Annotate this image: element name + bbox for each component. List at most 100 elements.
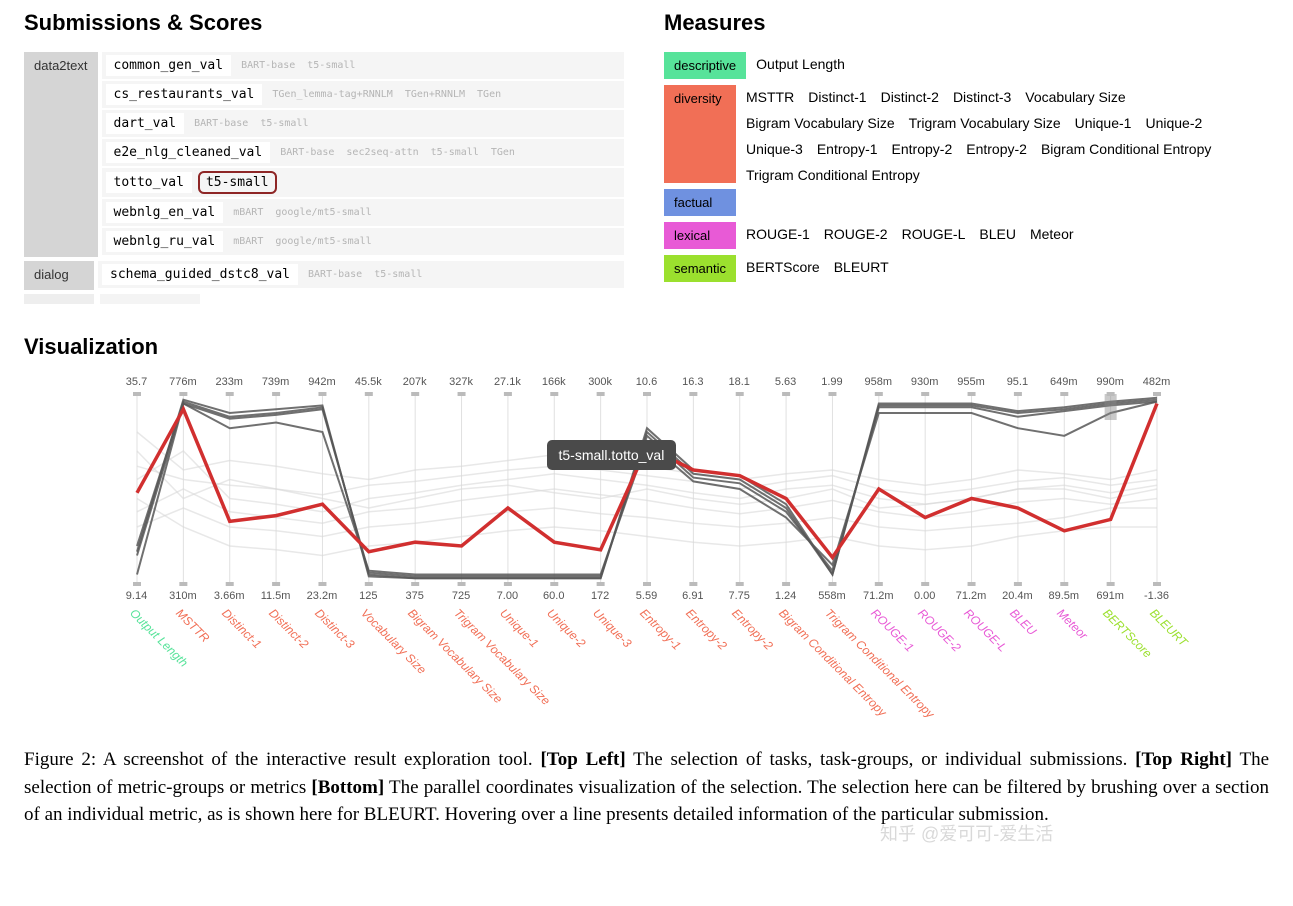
parallel-coordinates-chart[interactable]: 35.7776m233m739m942m45.5k207k327k27.1k16…: [117, 376, 1177, 716]
axis-label[interactable]: MSTTR: [173, 606, 212, 645]
axis-label[interactable]: Unique-2: [544, 606, 588, 650]
dataset-row[interactable]: e2e_nlg_cleaned_val BART-base sec2seq-attn…: [102, 139, 625, 168]
model-tag[interactable]: BART-base: [237, 58, 299, 73]
dataset-name[interactable]: webnlg_ru_val: [106, 231, 224, 252]
axis-min: 7.00: [485, 590, 529, 602]
model-tag[interactable]: t5-small: [256, 116, 312, 131]
measure-group-semantic[interactable]: semantic: [664, 255, 736, 282]
axis-label[interactable]: ROUGE-2: [915, 606, 964, 655]
model-tag[interactable]: t5-small: [198, 171, 277, 194]
dataset-row[interactable]: webnlg_en_val mBART google/mt5-small: [102, 199, 625, 228]
axis-min: 691m: [1088, 590, 1132, 602]
model-tag[interactable]: BART-base: [276, 145, 338, 160]
task-group-data2text[interactable]: data2text: [24, 52, 98, 257]
model-tag[interactable]: TGen: [473, 87, 505, 102]
dataset-name[interactable]: schema_guided_dstc8_val: [102, 264, 298, 285]
axis-min: 11.5m: [254, 590, 298, 602]
axis-label[interactable]: Distinct-3: [312, 606, 357, 651]
model-tag[interactable]: t5-small: [370, 267, 426, 282]
measure-item[interactable]: Entropy-2: [966, 141, 1027, 157]
measure-item[interactable]: Trigram Vocabulary Size: [909, 115, 1061, 131]
measure-item[interactable]: Distinct-1: [808, 89, 866, 105]
axis-min: 6.91: [671, 590, 715, 602]
axis-label[interactable]: Entropy-2: [683, 606, 730, 653]
dataset-name[interactable]: webnlg_en_val: [106, 202, 224, 223]
dataset-row[interactable]: webnlg_ru_val mBART google/mt5-small: [102, 228, 625, 257]
measure-item[interactable]: MSTTR: [746, 89, 794, 105]
measure-item[interactable]: Output Length: [756, 56, 845, 72]
axis-label[interactable]: Distinct-1: [219, 606, 264, 651]
measure-item[interactable]: Unique-3: [746, 141, 803, 157]
axis-label[interactable]: BERTScore: [1100, 606, 1155, 661]
model-tag[interactable]: TGen: [487, 145, 519, 160]
axis-label[interactable]: BLEU: [1008, 606, 1040, 638]
measure-item[interactable]: Bigram Conditional Entropy: [1041, 141, 1211, 157]
model-tag[interactable]: t5-small: [427, 145, 483, 160]
measure-item[interactable]: BLEU: [979, 226, 1016, 242]
model-tag[interactable]: google/mt5-small: [271, 205, 375, 220]
axis-max: 300k: [578, 376, 622, 388]
axis-max: 10.6: [625, 376, 669, 388]
model-tag[interactable]: mBART: [229, 205, 267, 220]
axis-label[interactable]: BLEURT: [1147, 606, 1190, 649]
axis-label[interactable]: Bigram Vocabulary Size: [405, 606, 505, 706]
dataset-row[interactable]: totto_val t5-small: [102, 168, 625, 199]
measure-item[interactable]: Distinct-3: [953, 89, 1011, 105]
submissions-panel: Submissions & Scores data2textcommon_gen…: [24, 10, 624, 304]
axis-label[interactable]: Distinct-2: [266, 606, 311, 651]
dataset-row[interactable]: cs_restaurants_val TGen_lemma-tag+RNNLM TG…: [102, 81, 625, 110]
axis-label[interactable]: Unique-3: [590, 606, 634, 650]
measure-item[interactable]: BLEURT: [834, 259, 889, 275]
dataset-row[interactable]: dart_val BART-base t5-small: [102, 110, 625, 139]
model-tag[interactable]: TGen_lemma-tag+RNNLM: [268, 87, 396, 102]
axis-min: 0.00: [903, 590, 947, 602]
axis-max: 955m: [949, 376, 993, 388]
axis-label[interactable]: Entropy-2: [729, 606, 776, 653]
dataset-name[interactable]: common_gen_val: [106, 55, 232, 76]
axis-max: 35.7: [115, 376, 159, 388]
model-tag[interactable]: google/mt5-small: [271, 234, 375, 249]
axis-min: 71.2m: [949, 590, 993, 602]
axis-max: 45.5k: [346, 376, 390, 388]
axis-label[interactable]: Unique-1: [498, 606, 542, 650]
axis-min: 7.75: [717, 590, 761, 602]
measure-item[interactable]: Bigram Vocabulary Size: [746, 115, 895, 131]
model-tag[interactable]: t5-small: [303, 58, 359, 73]
measure-item[interactable]: ROUGE-1: [746, 226, 810, 242]
axis-label[interactable]: Meteor: [1054, 606, 1090, 642]
dataset-row[interactable]: common_gen_val BART-base t5-small: [102, 52, 625, 81]
measure-item[interactable]: Distinct-2: [881, 89, 939, 105]
measure-item[interactable]: Vocabulary Size: [1025, 89, 1125, 105]
measure-item[interactable]: Unique-1: [1075, 115, 1132, 131]
model-tag[interactable]: mBART: [229, 234, 267, 249]
axis-max: 95.1: [995, 376, 1039, 388]
axis-max: 958m: [856, 376, 900, 388]
measure-group-factual[interactable]: factual: [664, 189, 736, 216]
dataset-name[interactable]: cs_restaurants_val: [106, 84, 263, 105]
task-group-dialog[interactable]: dialog: [24, 261, 94, 290]
dataset-row[interactable]: schema_guided_dstc8_val BART-base t5-small: [98, 261, 624, 290]
dataset-name[interactable]: totto_val: [106, 172, 192, 193]
measure-item[interactable]: BERTScore: [746, 259, 820, 275]
model-tag[interactable]: sec2seq-attn: [342, 145, 422, 160]
measure-group-diversity[interactable]: diversity: [664, 85, 736, 183]
measure-group-lexical[interactable]: lexical: [664, 222, 736, 249]
axis-max: 166k: [532, 376, 576, 388]
measure-item[interactable]: Entropy-1: [817, 141, 878, 157]
measure-item[interactable]: Trigram Conditional Entropy: [746, 167, 920, 183]
measure-item[interactable]: ROUGE-L: [902, 226, 966, 242]
measure-item[interactable]: Unique-2: [1145, 115, 1202, 131]
measure-item[interactable]: Entropy-2: [892, 141, 953, 157]
model-tag[interactable]: BART-base: [304, 267, 366, 282]
model-tag[interactable]: BART-base: [190, 116, 252, 131]
axis-min: 172: [578, 590, 622, 602]
measure-item[interactable]: Meteor: [1030, 226, 1074, 242]
dataset-name[interactable]: e2e_nlg_cleaned_val: [106, 142, 271, 163]
dataset-name[interactable]: dart_val: [106, 113, 185, 134]
axis-label[interactable]: ROUGE-1: [868, 606, 917, 655]
measure-item[interactable]: ROUGE-2: [824, 226, 888, 242]
axis-label[interactable]: Entropy-1: [637, 606, 684, 653]
measure-group-descriptive[interactable]: descriptive: [664, 52, 746, 79]
model-tag[interactable]: TGen+RNNLM: [401, 87, 469, 102]
axis-label[interactable]: ROUGE-L: [961, 606, 1010, 655]
